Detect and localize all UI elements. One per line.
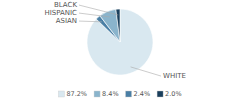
leader-line <box>131 67 161 76</box>
labels: WHITE ASIANHISPANICBLACK <box>44 1 185 80</box>
category-label: WHITE <box>163 72 186 80</box>
category-label: ASIAN <box>56 17 77 25</box>
category-label: BLACK <box>54 1 77 9</box>
legend-swatch <box>126 91 132 97</box>
category-label: HISPANIC <box>44 9 77 17</box>
pie-slice <box>87 9 153 75</box>
legend-label: 8.4% <box>102 90 119 98</box>
legend-label: 2.0% <box>165 90 182 98</box>
pie-slice <box>116 9 120 42</box>
leader-line <box>79 5 118 15</box>
leader-line <box>79 13 110 17</box>
pie-slice <box>100 9 120 42</box>
leader-line <box>79 21 102 23</box>
chart: WHITE ASIANHISPANICBLACK 87.2% 8.4% 2.4% 2.0% <box>0 0 240 100</box>
legend-swatch <box>94 91 100 97</box>
legend-label: 2.4% <box>134 90 151 98</box>
legend-swatch <box>58 91 64 97</box>
legend-swatch <box>157 91 163 97</box>
legend-label: 87.2% <box>66 90 87 98</box>
pie <box>87 9 153 75</box>
legend: 87.2% 8.4% 2.4% 2.0% <box>58 90 181 98</box>
